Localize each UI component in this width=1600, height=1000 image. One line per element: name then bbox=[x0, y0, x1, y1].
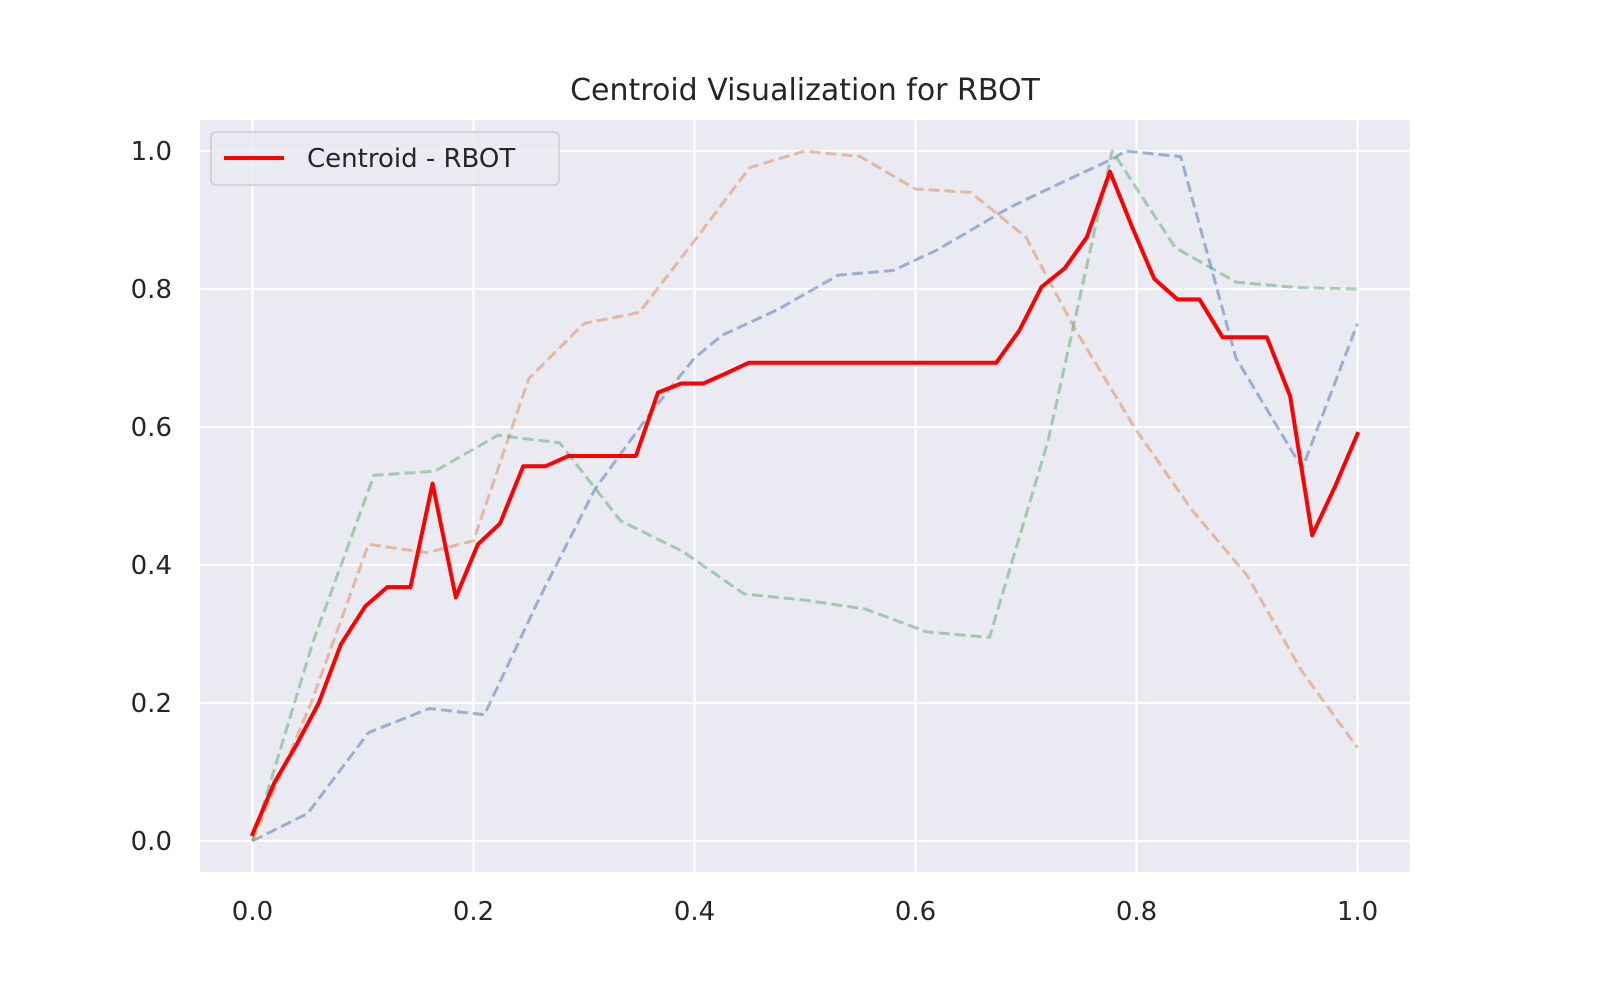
x-tick-labels: 0.0 0.2 0.4 0.6 0.8 1.0 bbox=[232, 897, 1378, 927]
legend-box bbox=[210, 131, 560, 186]
x-tick-label: 0.0 bbox=[232, 897, 273, 927]
dashed-series-line-2 bbox=[251, 149, 1359, 842]
y-tick-label: 0.4 bbox=[131, 551, 172, 581]
y-tick-label: 0.8 bbox=[131, 275, 172, 305]
y-tick-label: 1.0 bbox=[131, 137, 172, 167]
legend: Centroid - RBOT bbox=[210, 131, 560, 186]
y-tick-label: 0.2 bbox=[131, 689, 172, 719]
x-tick-label: 0.8 bbox=[1116, 897, 1157, 927]
y-tick-label: 0.0 bbox=[131, 827, 172, 857]
centroid-series-line bbox=[249, 169, 1361, 837]
dashed-series-line-1 bbox=[251, 149, 1359, 843]
x-tick-label: 1.0 bbox=[1337, 897, 1378, 927]
chart-title: Centroid Visualization for RBOT bbox=[570, 73, 1040, 108]
dashed-series-line-3 bbox=[251, 149, 1358, 842]
y-tick-labels: 0.0 0.2 0.4 0.6 0.8 1.0 bbox=[131, 137, 172, 857]
series-layer bbox=[249, 149, 1361, 843]
x-tick-label: 0.2 bbox=[453, 897, 494, 927]
x-tick-label: 0.6 bbox=[895, 897, 936, 927]
y-tick-label: 0.6 bbox=[131, 413, 172, 443]
x-tick-label: 0.4 bbox=[674, 897, 715, 927]
plot-area-background bbox=[200, 120, 1410, 872]
legend-label: Centroid - RBOT bbox=[307, 144, 515, 174]
